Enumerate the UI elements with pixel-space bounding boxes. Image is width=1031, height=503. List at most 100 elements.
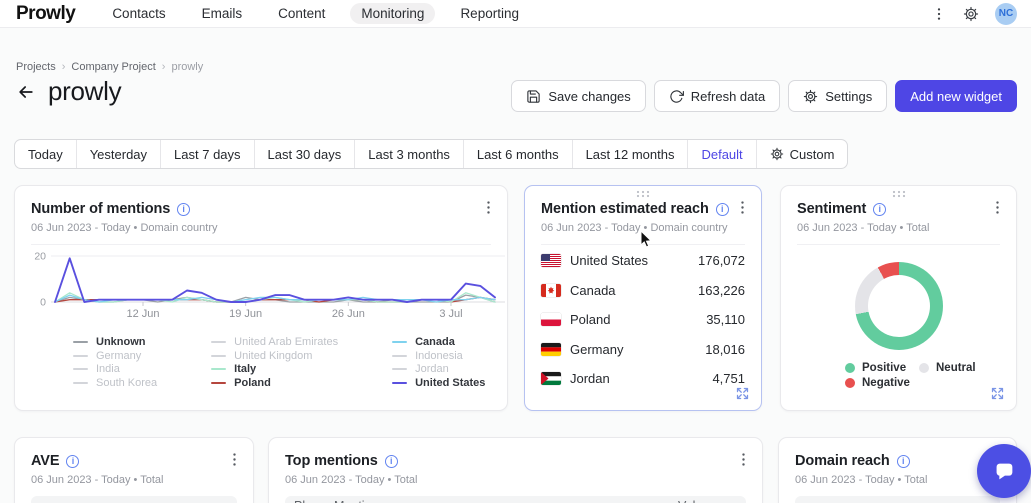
legend-item-poland[interactable]: Poland	[211, 377, 338, 390]
negative-dot-icon	[845, 378, 855, 388]
breadcrumb: Projects › Company Project › prowly	[16, 61, 203, 73]
nav-emails[interactable]: Emails	[201, 6, 243, 21]
country-name: Poland	[570, 312, 611, 328]
legend-item-negative[interactable]: Negative	[845, 377, 919, 389]
widget-title: Top mentions	[285, 453, 378, 469]
breadcrumb-company-project[interactable]: Company Project	[71, 61, 156, 73]
gear-icon	[803, 89, 818, 104]
prowly-logo[interactable]: Prowly	[16, 2, 76, 24]
legend-item-canada[interactable]: Canada	[392, 336, 485, 349]
refresh-data-label: Refresh data	[690, 88, 766, 104]
tab-label: Today	[28, 146, 63, 162]
reach-row-jordan: Jordan 4,751	[525, 364, 761, 394]
legend-item-unknown[interactable]: Unknown	[73, 336, 157, 349]
country-name: Canada	[570, 282, 616, 298]
nav-reporting[interactable]: Reporting	[460, 6, 519, 21]
widget-title: Domain reach	[795, 453, 890, 469]
widget-header: Sentiment 06 Jun 2023 - Today • Total	[781, 186, 1016, 245]
series-label: Indonesia	[415, 349, 463, 362]
series-label: India	[96, 363, 120, 376]
legend-item-italy[interactable]: Italy	[211, 363, 338, 376]
page-title: prowly	[48, 76, 122, 106]
svg-text:26 Jun: 26 Jun	[332, 308, 365, 320]
country-name: Jordan	[570, 371, 610, 387]
tab-last-6-months[interactable]: Last 6 months	[462, 140, 572, 168]
column-header: Placement	[294, 499, 330, 503]
tab-last-7-days[interactable]: Last 7 days	[160, 140, 254, 168]
widget-subtitle: 06 Jun 2023 - Today • Domain country	[541, 222, 728, 234]
info-icon[interactable]	[715, 202, 729, 216]
reach-row-poland: Poland 35,110	[525, 305, 761, 335]
tab-yesterday[interactable]: Yesterday	[75, 140, 160, 168]
refresh-data-button[interactable]: Refresh data	[653, 80, 781, 112]
legend-item-indonesia[interactable]: Indonesia	[392, 350, 485, 363]
widget-header: Domain reach 06 Jun 2023 - Today • Total	[779, 438, 1016, 486]
kebab-menu-icon[interactable]	[735, 451, 752, 468]
mentions-chart-legend: Unknown Germany India South Korea United Ara…	[73, 336, 485, 389]
series-label: United Kingdom	[234, 349, 313, 362]
legend-item-south-korea[interactable]: South Korea	[73, 377, 157, 390]
legend-item-united-kingdom[interactable]: United Kingdom	[211, 350, 338, 363]
series-label: Poland	[234, 376, 271, 389]
legend-item-positive[interactable]: Positive	[845, 362, 919, 374]
legend-item-united-states[interactable]: United States	[392, 377, 485, 390]
refresh-icon	[669, 89, 684, 104]
series-swatch-icon	[211, 381, 227, 384]
widget-mention-estimated-reach: Mention estimated reach 06 Jun 2023 - To…	[524, 185, 762, 411]
tab-custom[interactable]: Custom	[755, 140, 848, 168]
series-label: United States	[415, 376, 486, 389]
breadcrumb-projects[interactable]: Projects	[16, 61, 56, 73]
nav-content[interactable]: Content	[278, 6, 326, 21]
navbar-right: NC	[931, 2, 1019, 25]
tab-today[interactable]: Today	[15, 140, 76, 168]
sentiment-donut-chart	[855, 262, 943, 350]
overflow-menu-icon[interactable]	[931, 6, 947, 22]
widget-body-strip	[795, 496, 1000, 503]
jo-flag-icon	[541, 372, 561, 386]
tab-label: Last 12 months	[585, 146, 675, 162]
series-label: Unknown	[96, 336, 146, 349]
ca-flag-icon	[541, 283, 561, 297]
kebab-menu-icon[interactable]	[480, 199, 497, 216]
settings-gear-icon[interactable]	[963, 6, 979, 22]
info-icon[interactable]	[177, 202, 191, 216]
settings-button[interactable]: Settings	[788, 80, 888, 112]
add-new-widget-button[interactable]: Add new widget	[895, 80, 1017, 112]
page-actions: Save changes Refresh data Settings Add n…	[511, 80, 1017, 112]
nav-monitoring[interactable]: Monitoring	[350, 3, 436, 24]
kebab-menu-icon[interactable]	[734, 199, 751, 216]
tab-last-3-months[interactable]: Last 3 months	[354, 140, 463, 168]
legend-label: Positive	[862, 362, 907, 374]
info-icon[interactable]	[896, 454, 910, 468]
kebab-menu-icon[interactable]	[226, 451, 243, 468]
widget-subtitle: 06 Jun 2023 - Today • Total	[31, 474, 164, 486]
tab-default[interactable]: Default	[687, 140, 755, 168]
main-nav: Contacts Emails Content Monitoring Repor…	[101, 3, 530, 24]
tab-last-12-months[interactable]: Last 12 months	[571, 140, 688, 168]
breadcrumb-separator: ›	[61, 61, 66, 73]
save-changes-button[interactable]: Save changes	[511, 80, 646, 112]
table-header-row: Placement Mention Volume	[285, 496, 746, 503]
sentiment-legend: Positive Neutral Negative	[845, 362, 976, 389]
legend-item-jordan[interactable]: Jordan	[392, 363, 485, 376]
legend-item-united-arab-emirates[interactable]: United Arab Emirates	[211, 336, 338, 349]
kebab-menu-icon[interactable]	[989, 199, 1006, 216]
settings-label: Settings	[825, 88, 873, 104]
tab-last-30-days[interactable]: Last 30 days	[253, 140, 355, 168]
back-arrow-icon[interactable]	[16, 81, 38, 103]
user-avatar[interactable]: NC	[995, 2, 1017, 25]
chat-bubble-button[interactable]	[977, 444, 1031, 498]
legend-item-germany[interactable]: Germany	[73, 350, 157, 363]
series-swatch-icon	[392, 341, 408, 344]
svg-text:12 Jun: 12 Jun	[126, 308, 159, 320]
info-icon[interactable]	[873, 202, 887, 216]
nav-contacts[interactable]: Contacts	[112, 6, 166, 21]
expand-icon[interactable]	[990, 386, 1005, 401]
series-swatch-icon	[211, 368, 227, 371]
legend-item-india[interactable]: India	[73, 363, 157, 376]
expand-icon[interactable]	[735, 386, 750, 401]
legend-item-neutral[interactable]: Neutral	[919, 362, 976, 374]
chat-bubble-icon	[996, 463, 1013, 480]
info-icon[interactable]	[384, 454, 398, 468]
info-icon[interactable]	[66, 454, 80, 468]
